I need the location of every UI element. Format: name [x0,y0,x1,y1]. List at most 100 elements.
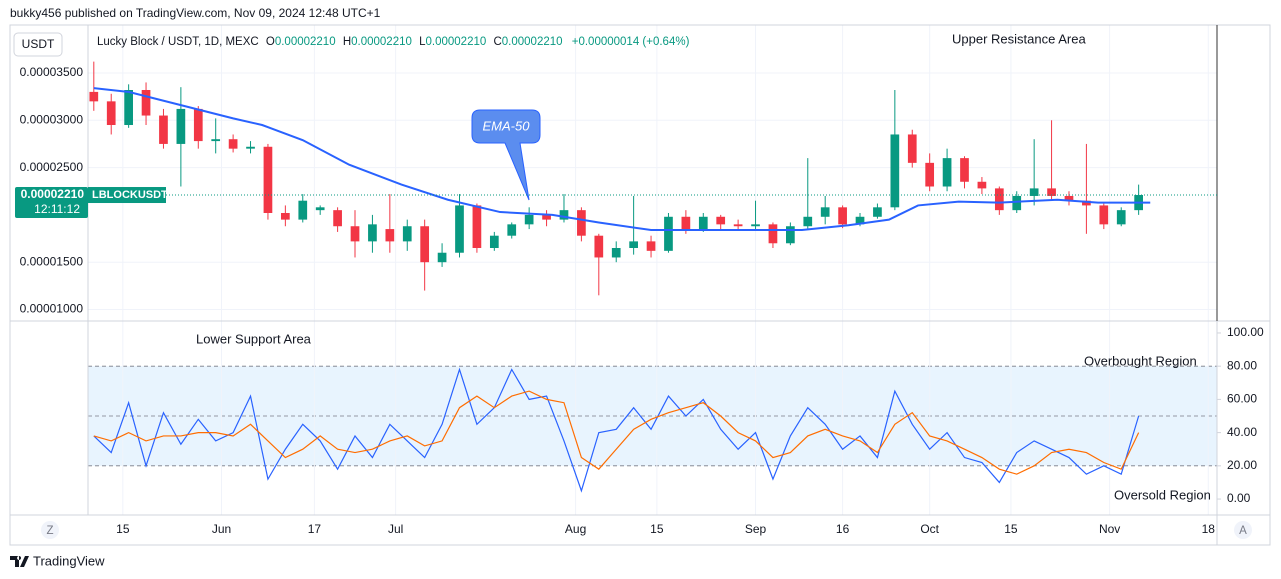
ohlc-label: C [493,36,501,48]
candle-body [489,235,499,249]
candle-body [855,216,865,225]
candle-body [611,248,621,258]
candle-body [890,134,900,208]
ohlc-value: 0.00002210 [275,36,336,48]
candle-body [281,212,290,220]
candle-body [664,216,673,251]
x-tick-label: 18 [1202,522,1216,536]
y-tick-label: 100.00 [1227,325,1264,339]
brand: TradingView [33,553,105,568]
status-line: Lucky Block / USDT, 1D, MEXC O0.00002210… [97,36,690,48]
x-tick-label: 15 [1004,522,1018,536]
candle-body [1064,195,1074,201]
x-tick-label: Jul [388,522,403,536]
ohlc-label: L [419,36,426,48]
x-tick-label: Oct [920,522,939,536]
currency-button[interactable] [13,32,63,57]
candle-body [751,224,760,227]
candle-body [820,207,830,217]
candle-body [594,235,604,258]
candle-body [838,207,847,225]
candle-body [1116,210,1126,225]
y-tick-label: 80.00 [1227,358,1257,372]
symbol-title: Lucky Block / USDT, 1D, MEXC [97,36,259,48]
currency-label[interactable]: USDT [22,37,55,51]
x-tick-label: 15 [116,522,130,536]
candle-body [873,207,882,217]
candle-body [559,210,569,220]
symbol-label-box [88,187,166,204]
candle-body [141,89,151,116]
candle-body [420,226,430,263]
candle-body [228,139,238,149]
annotation: Oversold Region [1114,487,1211,502]
ohlc-label: H [343,36,351,48]
callout-shape [471,109,541,201]
y-tick-label: 0.00003000 [20,112,84,126]
candle-body [716,216,726,225]
candle-body [124,89,133,126]
ema-callout: EMA-50 [471,109,541,201]
scale-button[interactable] [41,521,59,539]
candle-body [994,188,1004,211]
symbol-label: LBLOCKUSDT [92,189,168,201]
scale-button-label[interactable]: A [1239,525,1247,537]
candle-body [942,158,952,187]
candle-body [298,200,308,220]
rsi-line [93,367,1140,493]
annotation: Upper Resistance Area [952,31,1086,46]
candle-body [786,226,795,244]
x-tick-label: 15 [650,522,664,536]
candle-body [524,214,534,225]
candle-body [542,214,551,220]
candle-body [159,115,168,144]
price-label-box [15,187,88,219]
candle-body [402,226,412,242]
candle-body [907,134,917,163]
price-label: 0.00002210 [21,187,85,201]
candle-body [698,216,708,230]
y-tick-label: 0.00001500 [20,254,84,268]
annotation: Lower Support Area [196,331,312,346]
candle-body [1047,188,1056,196]
candle-body [768,224,778,244]
x-tick-label: Nov [1099,522,1120,536]
candle-body [803,216,813,227]
y-tick-label: 40.00 [1227,425,1257,439]
candle-body [315,207,325,211]
candle-body [1099,205,1109,225]
y-tick-label: 0.00002500 [20,160,84,174]
x-tick-label: Aug [565,522,586,536]
ohlc-value: 0.00002210 [502,36,563,48]
scale-button[interactable] [1234,521,1252,539]
candle-body [472,205,482,249]
x-tick-label: 16 [836,522,850,536]
scale-button-label[interactable]: Z [46,525,53,537]
candle-body [455,205,464,253]
candle-body [629,241,638,249]
y-tick-label: 0.00003500 [20,65,84,79]
candle-body [368,224,377,242]
candle-body [106,101,116,126]
change: +0.00000014 (+0.64%) [572,36,690,48]
ohlc-value: 0.00002210 [426,36,487,48]
x-tick-label: 17 [308,522,322,536]
y-tick-label: 0.00001000 [20,302,84,316]
candle-body [89,91,99,102]
candle-body [211,139,221,142]
rsi-line [93,390,1140,475]
countdown: 12:11:12 [34,202,80,216]
x-tick-label: Sep [745,522,767,536]
candle-body [925,162,935,187]
candle-body [246,146,255,149]
candle-body [193,108,203,142]
candle-body [385,229,395,242]
ohlc-label: O [266,36,275,48]
y-tick-label: 60.00 [1227,392,1257,406]
candle-body [733,224,743,227]
annotation: Overbought Region [1084,353,1197,368]
candle-body [333,210,342,227]
ema-line [93,87,1151,232]
